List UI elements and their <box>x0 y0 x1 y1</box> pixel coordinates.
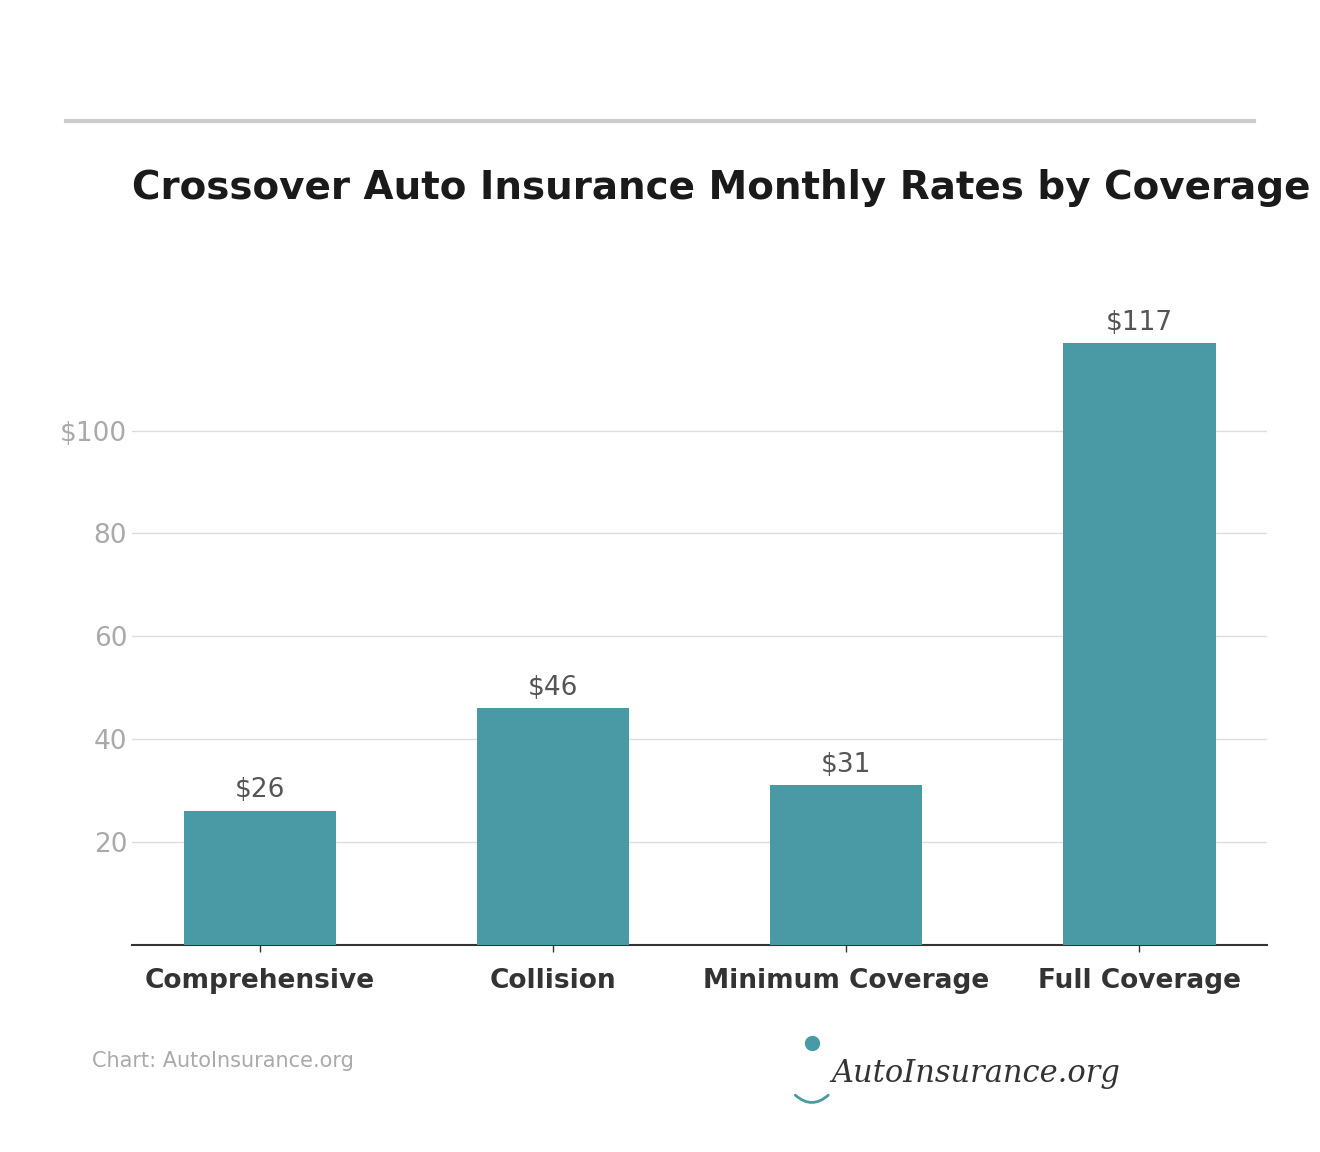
Bar <box>183 811 337 945</box>
Bar <box>1063 343 1216 945</box>
Text: Crossover Auto Insurance Monthly Rates by Coverage Level: Crossover Auto Insurance Monthly Rates b… <box>132 169 1320 207</box>
Text: AutoInsurance.org: AutoInsurance.org <box>832 1058 1121 1089</box>
Bar <box>477 708 630 945</box>
Text: $46: $46 <box>528 675 578 700</box>
Text: Chart: AutoInsurance.org: Chart: AutoInsurance.org <box>92 1052 354 1071</box>
Bar <box>770 786 923 945</box>
Text: $117: $117 <box>1106 310 1173 335</box>
Text: $26: $26 <box>235 778 285 803</box>
Text: $31: $31 <box>821 751 871 778</box>
